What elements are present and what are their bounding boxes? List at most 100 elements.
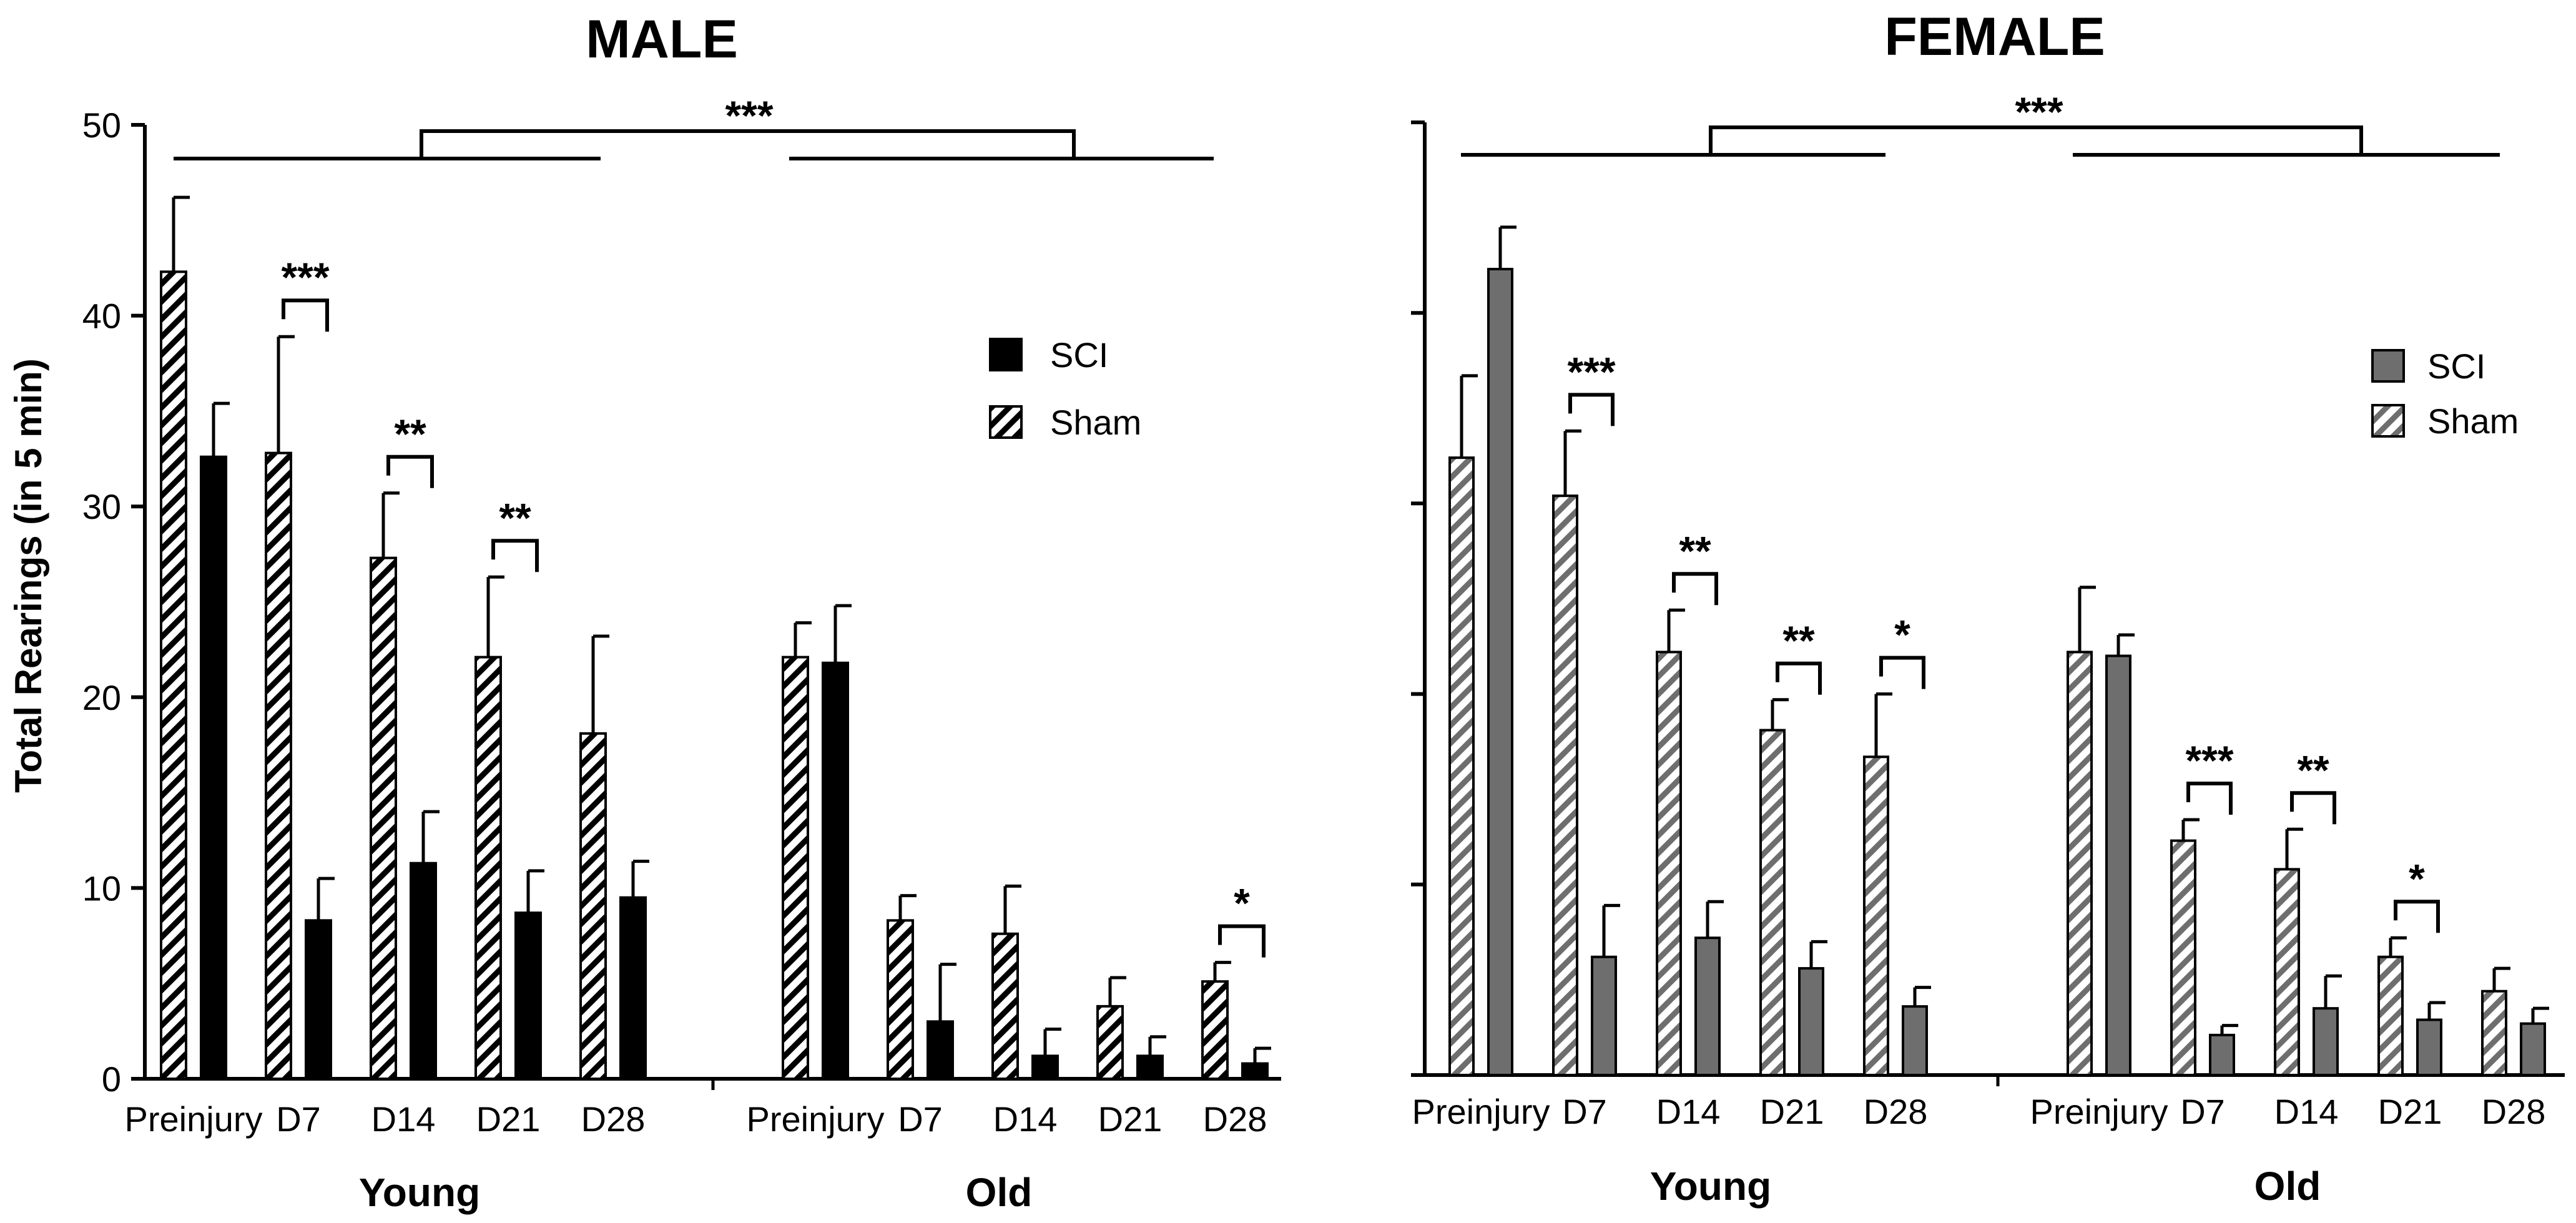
sham-bar [1552, 494, 1578, 1076]
sci-bar [2416, 1018, 2442, 1076]
sci-bar [1798, 967, 1824, 1077]
x-tick-label: D28 [581, 1099, 646, 1139]
x-tick-label: Preinjury [2030, 1092, 2168, 1131]
group-label: Old [2254, 1164, 2321, 1209]
significance-label: *** [2185, 737, 2233, 783]
sci-bar [1694, 936, 1721, 1076]
significance-bracket [1879, 656, 1925, 689]
sham-bar [1096, 1004, 1124, 1080]
y-tick-label: 50 [82, 106, 121, 145]
sham-bar [991, 932, 1019, 1081]
sham-bar [2377, 955, 2404, 1076]
x-tick-label: D14 [1656, 1092, 1721, 1131]
significance-bracket [1776, 661, 1822, 695]
significance-label: ** [394, 411, 426, 457]
significance-bracket [282, 298, 329, 332]
sci-bar [822, 661, 849, 1080]
sham-bar [1759, 729, 1786, 1076]
y-tick-label: 30 [82, 487, 121, 526]
significance-label: ** [1782, 617, 1815, 664]
sci-bar [200, 455, 227, 1080]
group-significance-label: *** [2015, 89, 2063, 135]
significance-label: * [2409, 855, 2425, 901]
legend-swatch-sham [2371, 404, 2405, 438]
x-tick-label: D28 [1864, 1092, 1928, 1131]
x-tick-label: D28 [2482, 1092, 2546, 1131]
legend-label-sci: SCI [2427, 346, 2485, 386]
x-tick-label: D21 [2378, 1092, 2442, 1131]
sci-bar [1487, 268, 1513, 1076]
sham-bar [1863, 755, 1889, 1077]
sham-bar [1201, 980, 1229, 1081]
sham-bar [160, 270, 187, 1080]
sham-bar [2067, 651, 2093, 1077]
sham-bar [2170, 839, 2196, 1076]
x-tick-label: Preinjury [747, 1099, 885, 1139]
legend-label-sham: Sham [2427, 401, 2519, 441]
group-significance-label: *** [725, 92, 773, 139]
sham-bar [1448, 456, 1475, 1076]
sci-bar [1591, 955, 1617, 1076]
significance-bracket [1218, 924, 1266, 958]
female-panel: FEMALE Preinjury D7 *** D14 ** D21 ** D28 * Young… [1411, 7, 2565, 1209]
x-tick-label: D21 [1760, 1092, 1824, 1131]
legend-label-sci: SCI [1050, 335, 1108, 375]
group-label: Young [1650, 1164, 1771, 1209]
significance-bracket [386, 454, 434, 488]
y-tick-label: 20 [82, 678, 121, 717]
legend-swatch-sham [989, 405, 1023, 439]
sci-bar [1902, 1005, 1928, 1077]
group-label: Young [359, 1170, 480, 1215]
legend-swatch-sci [989, 338, 1023, 371]
sci-bar [1241, 1062, 1269, 1081]
y-tick-label: 40 [82, 297, 121, 336]
x-tick-label: D21 [476, 1099, 541, 1139]
sci-bar [1031, 1054, 1059, 1081]
x-tick-label: D14 [371, 1099, 436, 1139]
sci-bar [514, 911, 542, 1081]
significance-label: ** [499, 494, 531, 541]
sci-bar [2313, 1007, 2339, 1077]
female-panel-title: FEMALE [1884, 7, 2105, 67]
x-tick-label: D28 [1203, 1099, 1267, 1139]
y-axis-label: Total Rearings (in 5 min) [7, 358, 49, 793]
group-significance-bracket [1709, 125, 2363, 155]
significance-bracket [2186, 782, 2233, 815]
sci-bar [1136, 1054, 1164, 1081]
sci-bar [619, 896, 647, 1081]
sham-bar [579, 732, 607, 1080]
sham-bar [370, 556, 397, 1080]
x-tick-label: D14 [993, 1099, 1058, 1139]
sci-bar [927, 1020, 954, 1080]
sci-bar [305, 919, 332, 1081]
sci-bar [2105, 654, 2131, 1077]
sci-bar [2209, 1033, 2235, 1076]
group-significance-bracket [420, 129, 1076, 159]
significance-bracket [1672, 572, 1718, 606]
significance-label: *** [1567, 348, 1615, 395]
x-tick-label: Preinjury [125, 1099, 263, 1139]
significance-label: ** [2297, 747, 2329, 793]
male-panel-title: MALE [586, 9, 738, 69]
x-tick-label: D7 [1562, 1092, 1607, 1131]
sham-bar [474, 656, 502, 1080]
sham-bar [887, 919, 914, 1081]
significance-bracket [2394, 900, 2440, 933]
sham-bar [1656, 651, 1682, 1077]
significance-bracket [1568, 393, 1615, 426]
y-tick-label: 0 [102, 1059, 121, 1099]
legend-swatch-sci [2371, 349, 2405, 383]
significance-bracket [491, 539, 539, 572]
male-panel: MALE Total Rearings (in 5 min) 0 10 20 30 40… [7, 9, 1281, 1215]
sham-bar [2481, 990, 2507, 1077]
x-tick-label: D7 [276, 1099, 321, 1139]
sham-bar [265, 451, 292, 1080]
group-label: Old [966, 1170, 1033, 1215]
significance-label: * [1894, 612, 1910, 658]
significance-label: *** [281, 254, 329, 300]
legend-label-sham: Sham [1050, 403, 1141, 442]
sham-bar [782, 656, 809, 1080]
x-tick-label: Preinjury [1412, 1092, 1550, 1131]
